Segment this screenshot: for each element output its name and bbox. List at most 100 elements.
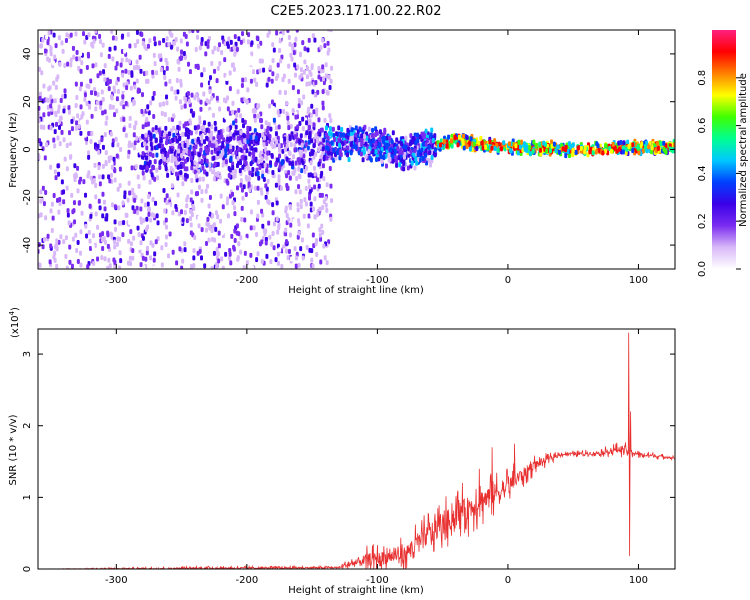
spectrogram-cell	[202, 139, 206, 145]
spectrogram-cell	[188, 118, 192, 124]
spectrogram-cell	[278, 153, 282, 159]
spectrogram-cell	[180, 104, 184, 110]
spectrogram-cell	[226, 136, 230, 142]
spectrogram-cell	[188, 69, 192, 75]
spectrogram-cell	[407, 146, 411, 152]
spectrogram-cell	[250, 60, 254, 66]
spectrogram-cell	[47, 30, 51, 36]
spectrogram-cell	[70, 263, 74, 269]
spectrogram-cell	[79, 262, 83, 268]
spectrogram-cell	[418, 157, 422, 163]
spectrogram-cell	[462, 133, 466, 139]
spectrogram-cell	[271, 202, 275, 208]
spectrogram-cell	[163, 112, 167, 118]
spectrogram-cell	[69, 57, 73, 63]
spectrogram-cell	[93, 162, 97, 168]
spectrogram-cell	[205, 227, 209, 233]
spectrogram-cell	[208, 166, 212, 172]
spectrogram-cell	[107, 174, 111, 180]
spectrogram-cell	[111, 142, 115, 148]
spectrogram-cell	[57, 239, 61, 245]
spectrogram-cell	[165, 133, 169, 139]
spectrogram-cell	[83, 96, 87, 102]
spectrogram-cell	[484, 144, 488, 150]
spectrogram-cell	[310, 248, 314, 254]
spectrogram-cell	[456, 142, 460, 148]
x-tick-label: 0	[505, 275, 511, 286]
spectrogram-cell	[244, 192, 248, 198]
spectrogram-cell	[141, 151, 145, 157]
spectrogram-cell	[337, 137, 341, 143]
spectrogram-cell	[469, 136, 473, 142]
spectrogram-cell	[151, 196, 155, 202]
spectrogram-cell	[113, 112, 117, 118]
spectrogram-cell	[286, 120, 290, 126]
spectrogram-cell	[383, 127, 387, 133]
spectrogram-cell	[270, 153, 274, 159]
spectrogram-cell	[196, 250, 200, 256]
spectrogram-cell	[209, 75, 213, 81]
spectrogram-cell	[265, 128, 269, 134]
spectrogram-cell	[85, 83, 89, 89]
spectrogram-cell	[50, 98, 54, 104]
spectrogram-cell	[252, 107, 256, 113]
spectrogram-cell	[416, 152, 420, 158]
spectrogram-cell	[324, 202, 328, 208]
spectrogram-cell	[233, 228, 237, 234]
spectrogram-cell	[322, 80, 326, 86]
spectrogram-cell	[475, 140, 479, 146]
spectrogram-cell	[100, 237, 104, 243]
spectrogram-cell	[104, 120, 108, 126]
spectrogram-cell	[248, 187, 252, 193]
spectrogram-cell	[133, 124, 137, 130]
spectrogram-cell	[438, 142, 442, 148]
spectrogram-cell	[132, 145, 136, 151]
spectrogram-cell	[293, 72, 297, 78]
spectrogram-cell	[62, 199, 66, 205]
spectrogram-cell	[284, 227, 288, 233]
spectrogram-cell	[135, 135, 139, 141]
spectrogram-cell	[115, 108, 119, 114]
spectrogram-cell	[95, 100, 99, 106]
spectrogram-cell	[198, 115, 202, 121]
spectrogram-cell	[65, 185, 69, 191]
spectrogram-cell	[85, 64, 89, 70]
spectrogram-cell	[306, 223, 310, 229]
spectrogram-cell	[517, 139, 521, 145]
spectrogram-cell	[74, 81, 78, 87]
spectrogram-cell	[147, 206, 151, 212]
spectrogram-cell	[294, 263, 298, 269]
spectrogram-cell	[97, 198, 101, 204]
spectrogram-cell	[280, 43, 284, 49]
spectrogram-cell	[237, 36, 241, 42]
spectrogram-cell	[128, 255, 132, 261]
spectrogram-cell	[53, 98, 57, 104]
spectrogram-cell	[146, 104, 150, 110]
spectrogram-cell	[68, 130, 72, 136]
spectrogram-cell	[73, 163, 77, 169]
spectrogram-cell	[162, 37, 166, 43]
spectrogram-cell	[212, 250, 216, 256]
spectrogram-cell	[317, 161, 321, 167]
spectrogram-cell	[367, 126, 371, 132]
spectrogram-cell	[212, 155, 216, 161]
spectrogram-cell	[202, 67, 206, 73]
spectrogram-cell	[216, 151, 220, 157]
spectrogram-cell	[595, 141, 599, 147]
spectrogram-cell	[190, 177, 194, 183]
spectrogram-cell	[43, 155, 47, 161]
spectrogram-cell	[129, 241, 133, 247]
spectrogram-cell	[291, 85, 295, 91]
spectrogram-cell	[329, 117, 333, 123]
spectrogram-cell	[239, 182, 243, 188]
spectrogram-cell	[272, 47, 276, 53]
spectrogram-cell	[554, 148, 558, 154]
spectrogram-cell	[329, 78, 333, 84]
spectrogram-cell	[320, 37, 324, 43]
colorbar: 0.00.20.40.60.8 Normalized spectral ampl…	[697, 30, 749, 277]
spectrogram-cell	[388, 156, 392, 162]
spectrogram-cell	[250, 51, 254, 57]
spectrogram-cell	[257, 159, 261, 165]
spectrogram-cell	[381, 138, 385, 144]
